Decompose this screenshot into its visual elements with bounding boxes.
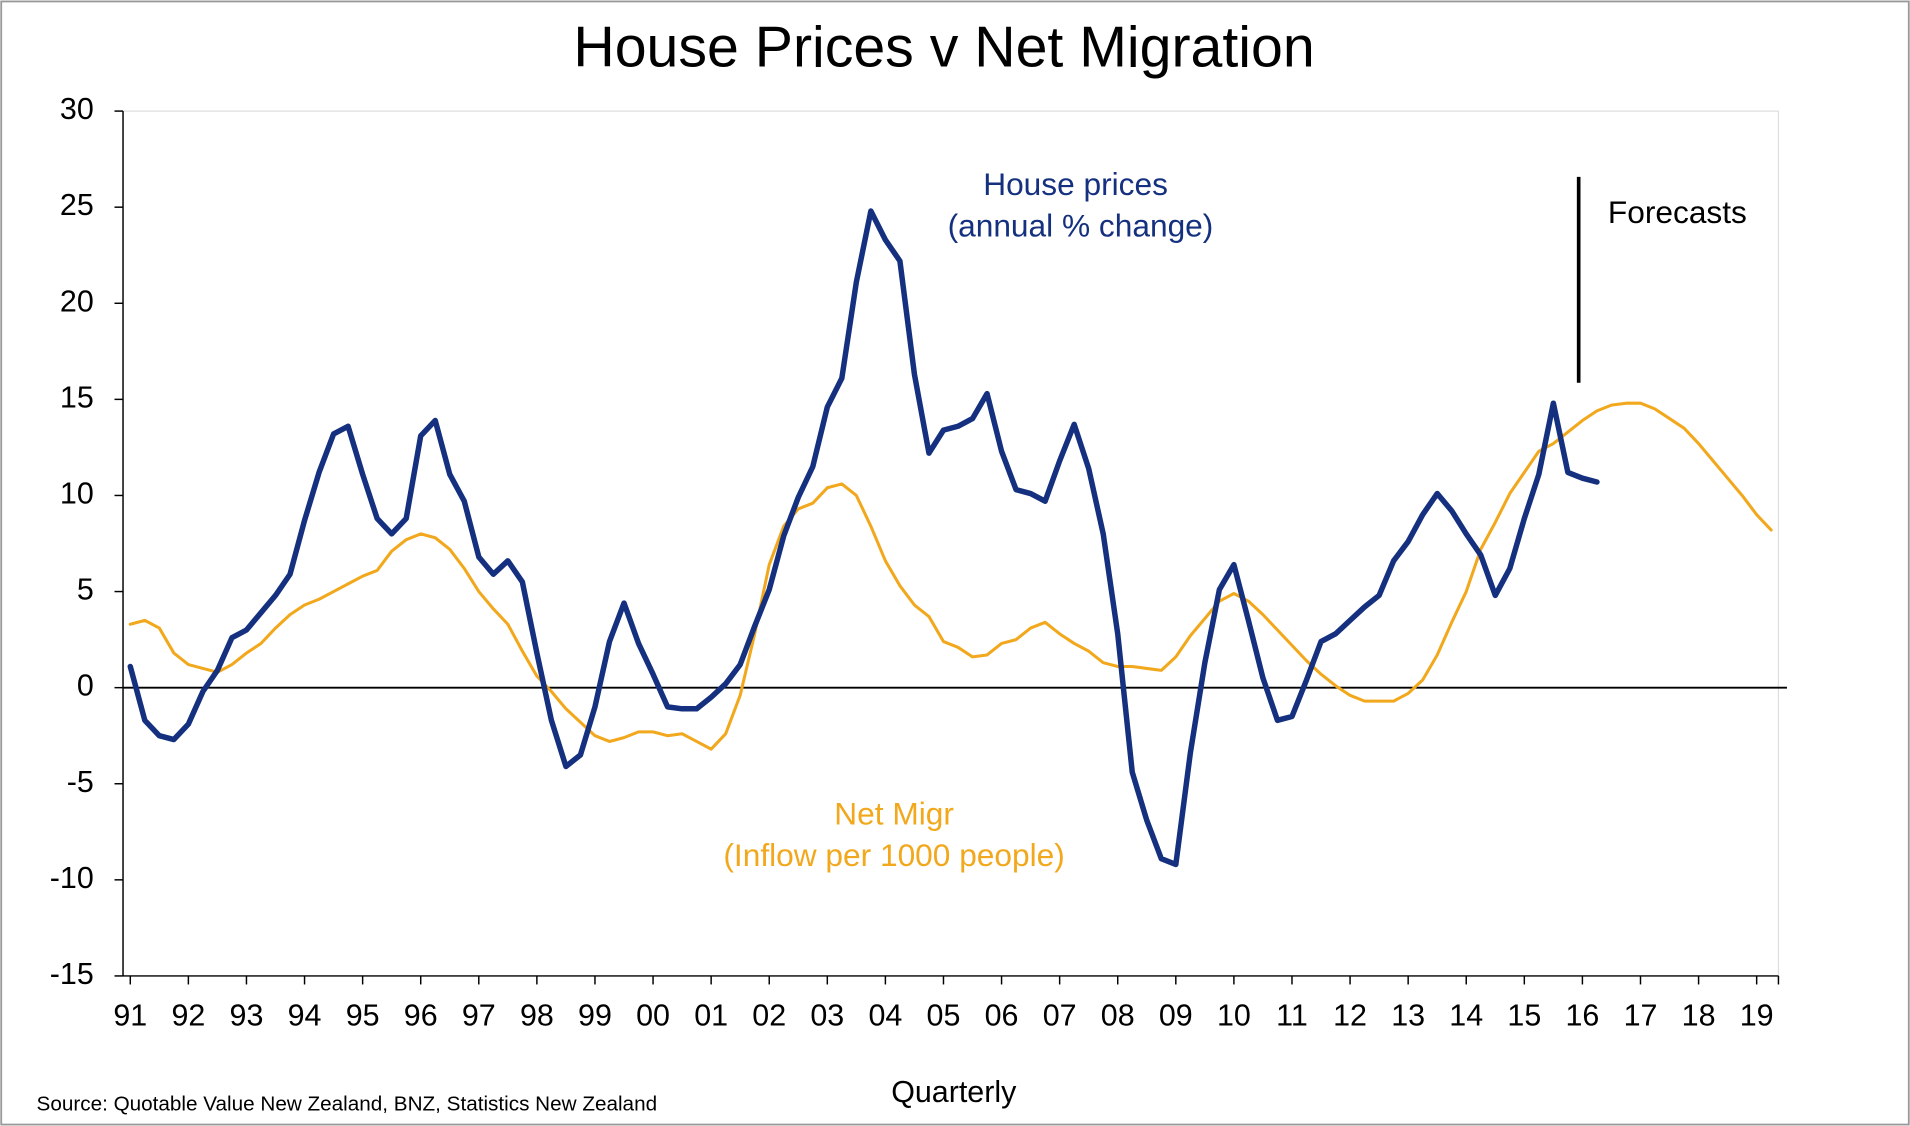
- x-tick-label: 93: [230, 998, 264, 1032]
- y-tick-label: 5: [77, 573, 94, 607]
- x-tick-label: 02: [752, 998, 786, 1032]
- y-tick-label: 15: [60, 380, 94, 414]
- annotation: House prices: [983, 166, 1168, 202]
- x-tick-label: 15: [1507, 998, 1541, 1032]
- x-tick-label: 18: [1682, 998, 1716, 1032]
- series-line: [127, 208, 1600, 868]
- x-tick-label: 92: [171, 998, 205, 1032]
- annotation: (annual % change): [948, 207, 1214, 243]
- x-tick-label: 03: [810, 998, 844, 1032]
- y-tick-label: -15: [50, 957, 94, 991]
- x-tick-label: 10: [1217, 998, 1251, 1032]
- x-tick-label: 14: [1449, 998, 1483, 1032]
- x-tick-label: 91: [113, 998, 147, 1032]
- x-tick-label: 13: [1391, 998, 1425, 1032]
- x-tick-label: 09: [1159, 998, 1193, 1032]
- x-tick-label: 19: [1740, 998, 1774, 1032]
- x-tick-label: 97: [462, 998, 496, 1032]
- x-tick-label: 11: [1276, 998, 1308, 1032]
- annotation: (Inflow per 1000 people): [723, 837, 1064, 873]
- x-tick-label: 95: [346, 998, 380, 1032]
- y-tick-label: 30: [60, 92, 94, 126]
- y-tick-label: 10: [60, 477, 94, 511]
- y-tick-label: 20: [60, 284, 94, 318]
- x-tick-label: 16: [1565, 998, 1599, 1032]
- y-tick-label: -10: [50, 861, 94, 895]
- annotation: Net Migr: [834, 796, 954, 832]
- x-tick-label: 12: [1333, 998, 1367, 1032]
- x-tick-label: 99: [578, 998, 612, 1032]
- y-tick-label: -5: [67, 765, 94, 799]
- x-tick-label: 05: [927, 998, 961, 1032]
- x-tick-label: 06: [985, 998, 1019, 1032]
- y-tick-label: 0: [77, 669, 94, 703]
- x-tick-label: 00: [636, 998, 670, 1032]
- x-tick-label: 17: [1624, 998, 1658, 1032]
- x-tick-label: 01: [694, 998, 728, 1032]
- y-tick-label: 25: [60, 188, 94, 222]
- x-axis-label: Quarterly: [891, 1075, 1017, 1109]
- x-tick-label: 04: [868, 998, 902, 1032]
- source-note: Source: Quotable Value New Zealand, BNZ,…: [37, 1093, 658, 1116]
- series-line: [128, 401, 1773, 751]
- chart-title: House Prices v Net Migration: [573, 16, 1314, 80]
- x-tick-label: 94: [288, 998, 322, 1032]
- x-tick-label: 07: [1043, 998, 1077, 1032]
- x-tick-label: 98: [520, 998, 554, 1032]
- annotation: Forecasts: [1608, 194, 1747, 230]
- x-tick-label: 96: [404, 998, 438, 1032]
- x-tick-label: 08: [1101, 998, 1135, 1032]
